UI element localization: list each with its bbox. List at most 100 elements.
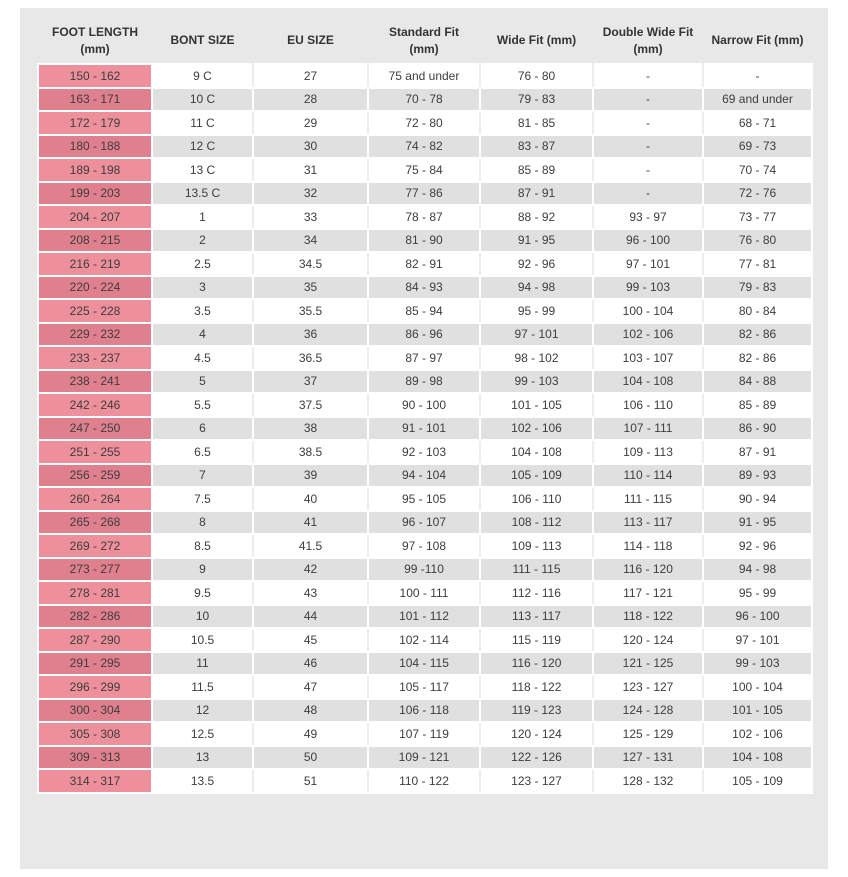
- cell-foot-length: 204 - 207: [37, 204, 153, 230]
- table-row: 247 - 250 6 38 91 - 101 102 - 106 107 - 111 86…: [37, 415, 813, 441]
- cell-standard-fit: 78 - 87: [367, 204, 481, 230]
- cell-narrow-fit: 102 - 106: [702, 721, 813, 747]
- cell-narrow-fit: 86 - 90: [702, 415, 813, 441]
- cell-foot-length: 296 - 299: [37, 674, 153, 700]
- cell-bont-size: 13.5: [151, 768, 254, 794]
- cell-bont-size: 9: [151, 556, 254, 582]
- cell-bont-size: 9.5: [151, 580, 254, 606]
- cell-wide-fit: 81 - 85: [479, 110, 594, 136]
- cell-narrow-fit: 73 - 77: [702, 204, 813, 230]
- cell-standard-fit: 89 - 98: [367, 368, 481, 394]
- size-chart-table: FOOT LENGTH (mm) BONT SIZE EU SIZE Stand…: [37, 18, 813, 794]
- cell-standard-fit: 95 - 105: [367, 486, 481, 512]
- cell-narrow-fit: 89 - 93: [702, 462, 813, 488]
- cell-foot-length: 309 - 313: [37, 744, 153, 770]
- cell-bont-size: 5: [151, 368, 254, 394]
- table-row: 199 - 203 13.5 C 32 77 - 86 87 - 91-72 - 76: [37, 180, 813, 206]
- cell-standard-fit: 94 - 104: [367, 462, 481, 488]
- cell-wide-fit: 97 - 101: [479, 321, 594, 347]
- table-row: 282 - 286 10 44 101 - 112 113 - 117 118 - 122…: [37, 603, 813, 629]
- cell-narrow-fit: 72 - 76: [702, 180, 813, 206]
- table-row: 260 - 264 7.5 40 95 - 105 106 - 110 111 - 115…: [37, 486, 813, 512]
- cell-standard-fit: 77 - 86: [367, 180, 481, 206]
- cell-eu-size: 41.5: [252, 533, 369, 559]
- cell-bont-size: 7.5: [151, 486, 254, 512]
- cell-bont-size: 8: [151, 509, 254, 535]
- cell-eu-size: 35.5: [252, 298, 369, 324]
- cell-narrow-fit: -: [702, 63, 813, 89]
- cell-eu-size: 29: [252, 110, 369, 136]
- cell-wide-fit: 79 - 83: [479, 86, 594, 112]
- cell-narrow-fit: 90 - 94: [702, 486, 813, 512]
- cell-foot-length: 282 - 286: [37, 603, 153, 629]
- cell-foot-length: 172 - 179: [37, 110, 153, 136]
- table-row: 189 - 198 13 C 31 75 - 84 85 - 89-70 - 74: [37, 157, 813, 183]
- cell-foot-length: 256 - 259: [37, 462, 153, 488]
- table-row: 220 - 224 3 35 84 - 93 94 - 98 99 - 103 79 - 8…: [37, 274, 813, 300]
- column-header-narrow-fit: Narrow Fit (mm): [711, 33, 804, 48]
- cell-wide-fit: 113 - 117: [479, 603, 594, 629]
- cell-eu-size: 38.5: [252, 439, 369, 465]
- cell-double-wide-fit: 117 - 121: [592, 580, 704, 606]
- cell-double-wide-fit: 110 - 114: [592, 462, 704, 488]
- cell-double-wide-fit: 103 - 107: [592, 345, 704, 371]
- cell-foot-length: 229 - 232: [37, 321, 153, 347]
- table-row: 273 - 277 9 42 99 -110 111 - 115 116 - 120 94 …: [37, 556, 813, 582]
- cell-double-wide-fit: 125 - 129: [592, 721, 704, 747]
- cell-standard-fit: 75 - 84: [367, 157, 481, 183]
- cell-foot-length: 220 - 224: [37, 274, 153, 300]
- cell-wide-fit: 99 - 103: [479, 368, 594, 394]
- cell-wide-fit: 111 - 115: [479, 556, 594, 582]
- cell-double-wide-fit: -: [592, 133, 704, 159]
- table-row: 300 - 304 12 48 106 - 118 119 - 123 124 - 128…: [37, 697, 813, 723]
- cell-narrow-fit: 69 and under: [702, 86, 813, 112]
- cell-double-wide-fit: 124 - 128: [592, 697, 704, 723]
- column-header-wide-fit: Wide Fit (mm): [496, 33, 577, 48]
- cell-double-wide-fit: 121 - 125: [592, 650, 704, 676]
- cell-foot-length: 260 - 264: [37, 486, 153, 512]
- cell-narrow-fit: 70 - 74: [702, 157, 813, 183]
- cell-standard-fit: 109 - 121: [367, 744, 481, 770]
- cell-narrow-fit: 95 - 99: [702, 580, 813, 606]
- column-header-foot-length: FOOT LENGTH (mm): [52, 24, 138, 56]
- cell-double-wide-fit: 96 - 100: [592, 227, 704, 253]
- cell-eu-size: 37: [252, 368, 369, 394]
- cell-double-wide-fit: 128 - 132: [592, 768, 704, 794]
- cell-standard-fit: 92 - 103: [367, 439, 481, 465]
- cell-narrow-fit: 97 - 101: [702, 627, 813, 653]
- cell-narrow-fit: 85 - 89: [702, 392, 813, 418]
- cell-standard-fit: 101 - 112: [367, 603, 481, 629]
- cell-wide-fit: 116 - 120: [479, 650, 594, 676]
- cell-standard-fit: 91 - 101: [367, 415, 481, 441]
- cell-wide-fit: 108 - 112: [479, 509, 594, 535]
- cell-bont-size: 8.5: [151, 533, 254, 559]
- cell-wide-fit: 88 - 92: [479, 204, 594, 230]
- cell-double-wide-fit: 113 - 117: [592, 509, 704, 535]
- cell-foot-length: 225 - 228: [37, 298, 153, 324]
- table-row: 265 - 268 8 41 96 - 107 108 - 112 113 - 117 91…: [37, 509, 813, 535]
- cell-double-wide-fit: 114 - 118: [592, 533, 704, 559]
- cell-double-wide-fit: 97 - 101: [592, 251, 704, 277]
- cell-foot-length: 251 - 255: [37, 439, 153, 465]
- cell-wide-fit: 119 - 123: [479, 697, 594, 723]
- cell-foot-length: 242 - 246: [37, 392, 153, 418]
- cell-narrow-fit: 79 - 83: [702, 274, 813, 300]
- cell-eu-size: 37.5: [252, 392, 369, 418]
- cell-narrow-fit: 105 - 109: [702, 768, 813, 794]
- table-row: 233 - 237 4.5 36.5 87 - 97 98 - 102 103 - 107…: [37, 345, 813, 371]
- column-header-eu-size: EU SIZE: [287, 33, 334, 48]
- table-row: 242 - 246 5.5 37.5 90 - 100 101 - 105 106 - 1…: [37, 392, 813, 418]
- cell-eu-size: 36: [252, 321, 369, 347]
- cell-narrow-fit: 99 - 103: [702, 650, 813, 676]
- cell-standard-fit: 104 - 115: [367, 650, 481, 676]
- table-row: 225 - 228 3.5 35.5 85 - 94 95 - 99 100 - 104 8…: [37, 298, 813, 324]
- cell-bont-size: 13 C: [151, 157, 254, 183]
- cell-standard-fit: 107 - 119: [367, 721, 481, 747]
- cell-narrow-fit: 91 - 95: [702, 509, 813, 535]
- cell-double-wide-fit: 100 - 104: [592, 298, 704, 324]
- cell-standard-fit: 75 and under: [367, 63, 481, 89]
- cell-double-wide-fit: -: [592, 86, 704, 112]
- cell-narrow-fit: 92 - 96: [702, 533, 813, 559]
- cell-standard-fit: 81 - 90: [367, 227, 481, 253]
- cell-bont-size: 13: [151, 744, 254, 770]
